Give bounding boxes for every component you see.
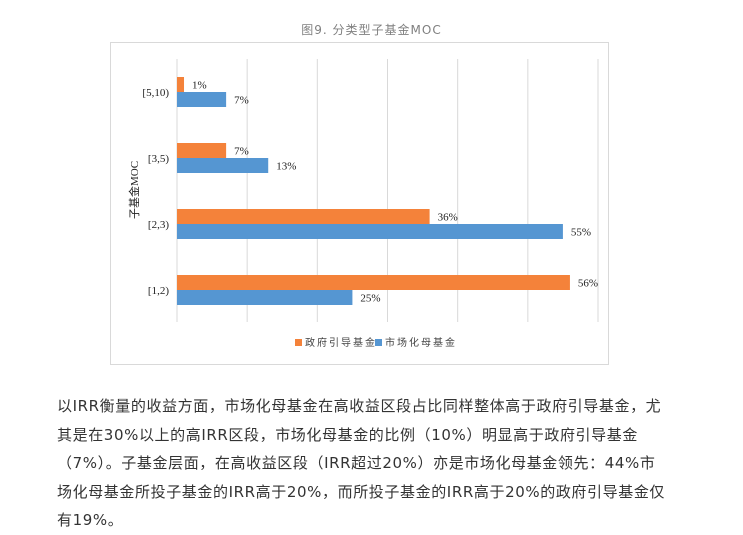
- category-label: [2,3): [148, 219, 169, 231]
- paragraph-line: （7%）。子基金层面，在高收益区段（IRR超过20%）亦是市场化母基金领先：44…: [57, 454, 656, 472]
- paragraph-line: 以IRR衡量的收益方面，市场化母基金在高收益区段占比同样整体高于政府引导基金，尤: [57, 397, 662, 415]
- data-label: 7%: [234, 146, 249, 158]
- data-label: 56%: [578, 278, 598, 290]
- data-label: 55%: [571, 227, 591, 239]
- bar-market: [177, 290, 353, 305]
- paragraph-line: 其是在30%以上的高IRR区段，市场化母基金的比例（10%）明显高于政府引导基金: [57, 425, 638, 444]
- y-axis-title: 子基金MOC: [127, 161, 141, 219]
- bar-market: [177, 92, 227, 107]
- data-label: 13%: [276, 161, 296, 173]
- category-label: [3,5): [148, 153, 169, 165]
- legend-label: 政府引导基金: [305, 336, 377, 349]
- category-label: [1,2): [148, 285, 169, 297]
- bar-market: [177, 224, 563, 239]
- category-label: [5,10): [142, 87, 169, 99]
- bar-government: [177, 77, 185, 92]
- bar-government: [177, 275, 570, 290]
- data-label: 25%: [360, 293, 380, 305]
- paragraph-line: 场化母基金所投子基金的IRR高于20%，而所投子基金的IRR高于20%的政府引导…: [57, 482, 666, 501]
- data-label: 36%: [438, 212, 458, 224]
- paragraph-line: 有19%。: [57, 511, 124, 529]
- bar-market: [177, 158, 269, 173]
- legend-swatch: [295, 339, 302, 346]
- chart-container: [5,10) 1% 7% [3,5) 7% 13% [2,3) 36% 55% [1,2) 56% 2…: [110, 42, 609, 365]
- bar-government: [177, 143, 227, 158]
- bar-government: [177, 209, 430, 224]
- legend-swatch: [375, 339, 382, 346]
- body-paragraph: 以IRR衡量的收益方面，市场化母基金在高收益区段占比同样整体高于政府引导基金，尤…: [57, 392, 743, 535]
- legend-label: 市场化母基金: [385, 336, 457, 349]
- data-label: 7%: [234, 95, 249, 107]
- chart-title: 图9. 分类型子基金MOC: [301, 23, 442, 37]
- data-label: 1%: [192, 80, 207, 92]
- bar-chart: [5,10) 1% 7% [3,5) 7% 13% [2,3) 36% 55% [1,2) 56% 2…: [127, 59, 599, 349]
